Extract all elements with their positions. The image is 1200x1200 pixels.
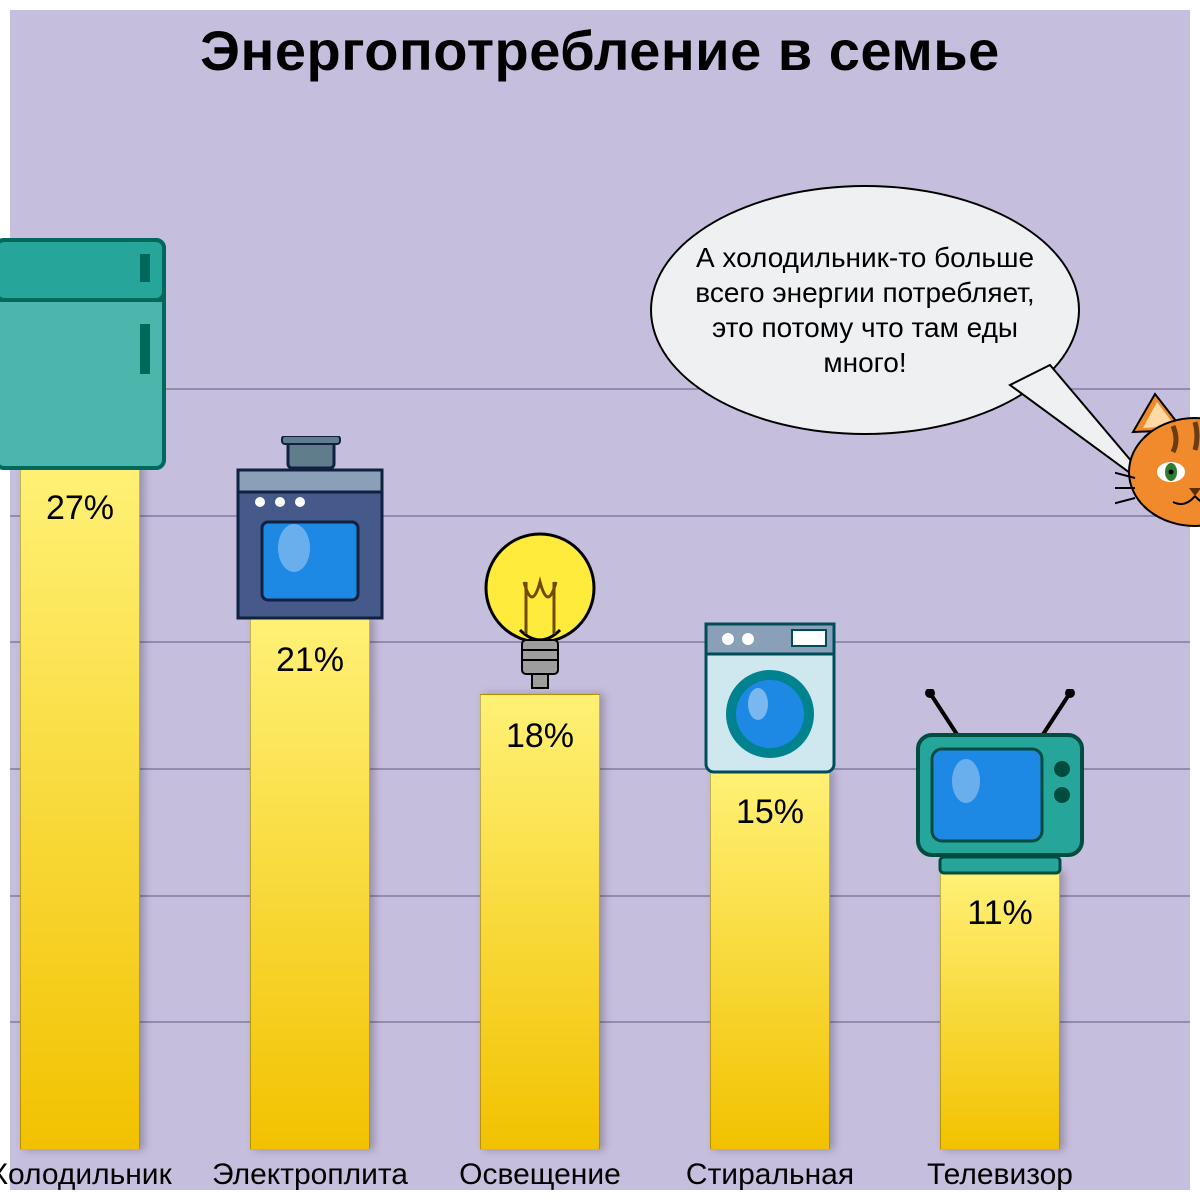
speech-bubble-text: А холодильник-то больше всего энергии по… [678,240,1052,380]
x-axis-label: Освещение [440,1158,640,1192]
x-axis-label: Электроплита [210,1158,410,1192]
bar-value-label: 18% [481,717,599,756]
speech-bubble-tail-icon [1010,365,1170,505]
slide: Энергопотребление в семье 27%Холодильник… [10,10,1190,1190]
x-axis-label: Стиральная [670,1158,870,1192]
page-title: Энергопотребление в семье [10,18,1190,83]
gridline [10,515,1190,517]
speech-bubble: А холодильник-то больше всего энергии по… [650,185,1080,435]
bar: 11% [940,871,1060,1150]
x-axis-label: Телевизор [900,1158,1100,1192]
bar-value-label: 27% [21,489,139,528]
bar: 15% [710,770,830,1150]
gridline [10,641,1190,643]
gridline [10,768,1190,770]
x-axis-label: Холодильник [0,1158,180,1192]
bar: 27% [20,466,140,1150]
bar-value-label: 11% [941,894,1059,933]
bar-value-label: 15% [711,793,829,832]
bar: 18% [480,694,600,1150]
bar: 21% [250,618,370,1150]
bar-value-label: 21% [251,641,369,680]
